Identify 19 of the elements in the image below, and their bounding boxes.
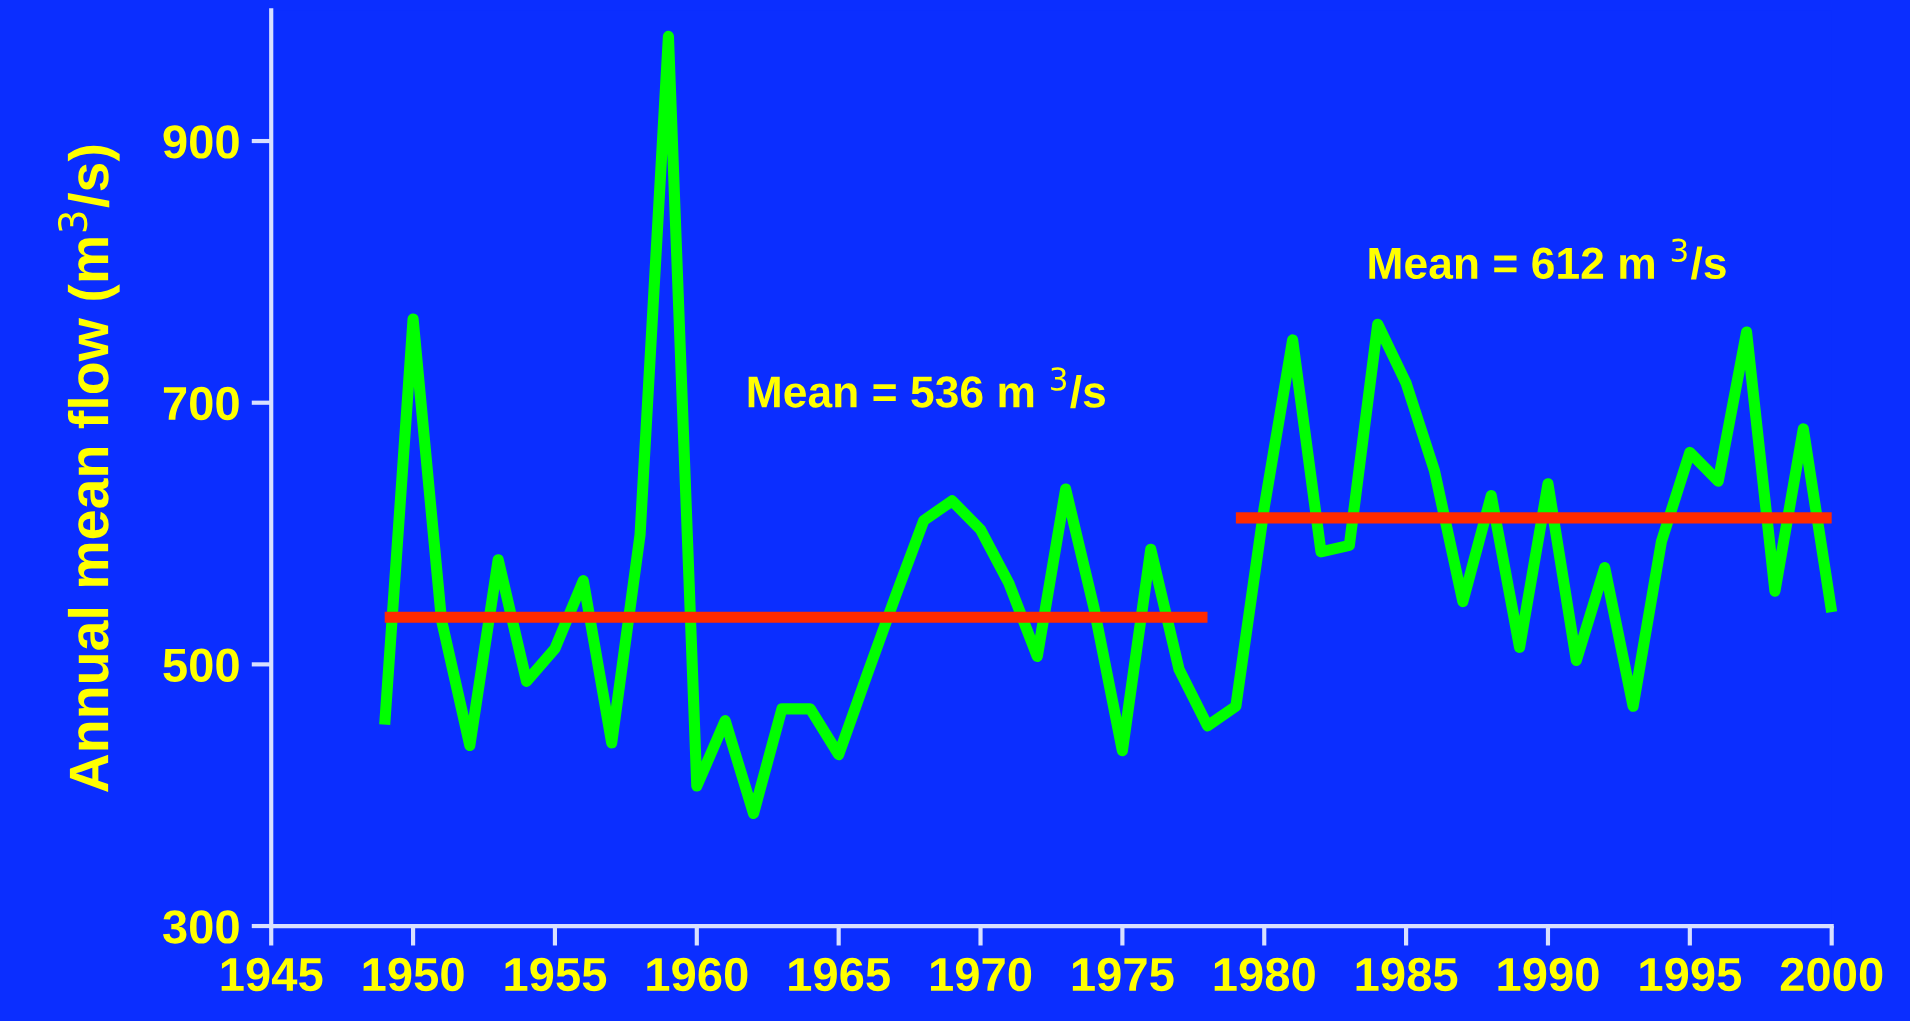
x-tick-label: 1945 [221,957,323,992]
x-tick-label: 1990 [1498,957,1599,992]
annotation: Mean = 536 m $^{3}$/s [748,367,1105,409]
y-tick-label: 700 [163,386,239,421]
y-axis-title: Annual mean flow (m$^{3}$/s) [58,145,120,793]
x-tick-label: 1985 [1356,957,1458,992]
x-tick-label: 1975 [1072,957,1174,992]
annotation: Mean = 612 m $^{3}$/s [1369,238,1726,280]
x-tick-label: 2000 [1780,957,1883,992]
y-tick-label: 900 [163,125,239,159]
x-tick-label: 1980 [1214,957,1315,992]
y-tick-label: 300 [162,910,239,944]
x-tick-label: 1955 [505,957,607,992]
x-tick-label: 1995 [1640,957,1742,992]
x-tick-label: 1970 [930,957,1032,992]
x-tick-label: 1965 [789,957,890,992]
y-tick-label: 500 [163,648,239,682]
x-tick-label: 1950 [363,957,464,992]
x-tick-label: 1960 [647,957,748,992]
